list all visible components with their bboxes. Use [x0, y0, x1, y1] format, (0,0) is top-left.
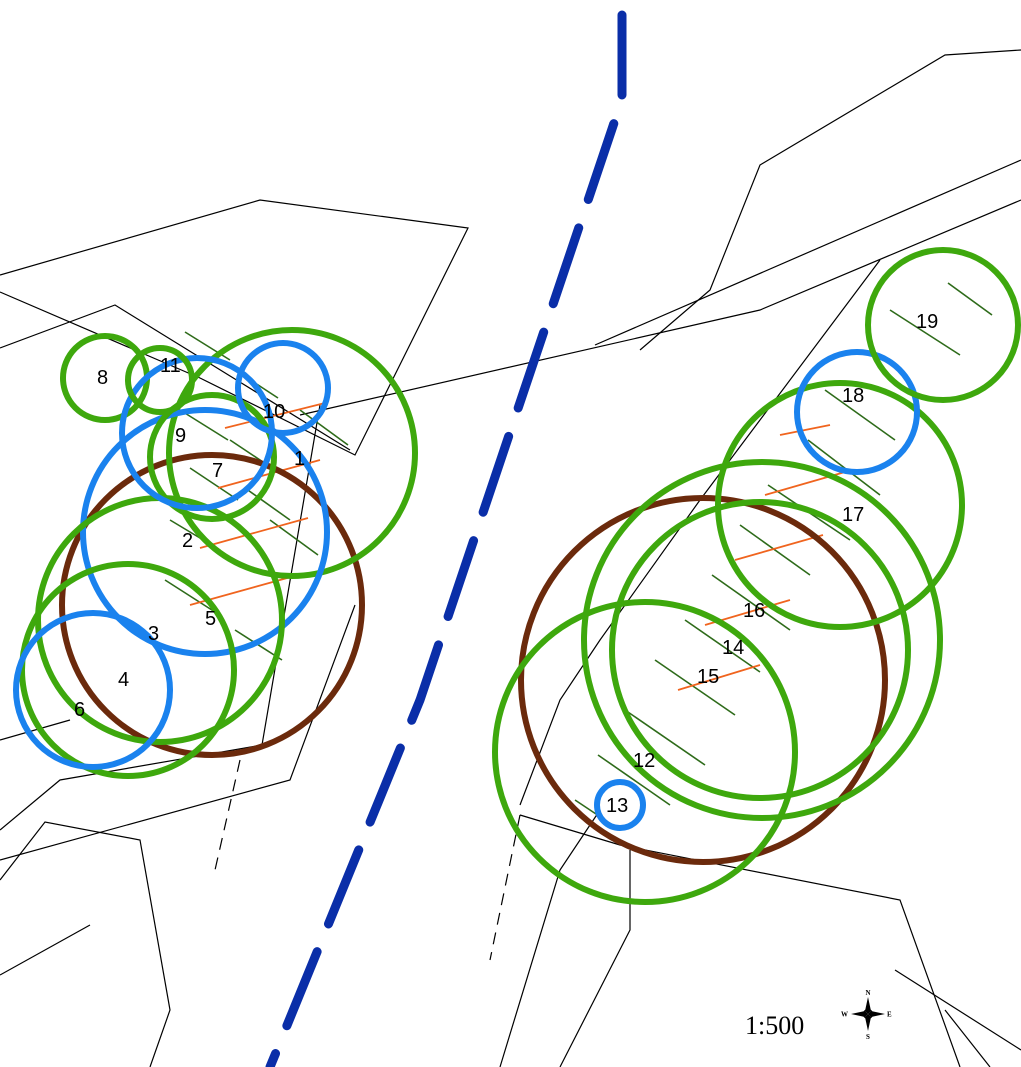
circle-label-6: 6 [74, 699, 85, 721]
canopy-circle-brown-left [59, 452, 365, 758]
scale-label: 1:500 [745, 1011, 804, 1040]
circle-label-19: 19 [916, 311, 938, 333]
circle-label-2: 2 [182, 530, 193, 552]
circle-label-14: 14 [722, 637, 744, 659]
canopy-circle-10 [235, 340, 331, 436]
canopy-circle-brown-right [518, 495, 888, 865]
canopy-circle-6 [13, 610, 173, 770]
circle-label-13: 13 [606, 795, 628, 817]
canopy-circle-11 [125, 345, 195, 415]
canopy-circle-7 [147, 392, 277, 522]
circle-label-1: 1 [294, 448, 305, 470]
canopy-circle-2 [80, 407, 330, 657]
canopy-circle-9 [119, 355, 275, 511]
circle-label-16: 16 [743, 600, 765, 622]
compass-rose-icon: N S E W [841, 989, 892, 1041]
circle-label-9: 9 [175, 425, 186, 447]
circle-label-10: 10 [263, 401, 285, 423]
canopy-circle-1 [166, 327, 418, 579]
canopy-circle-15 [609, 499, 911, 801]
compass-west-label: W [841, 1011, 848, 1019]
road-centerline [265, 10, 627, 1067]
canopy-circle-12 [492, 599, 798, 905]
canopy-circle-4 [19, 561, 237, 779]
canopy-circles [13, 247, 1021, 905]
circle-label-12: 12 [633, 750, 655, 772]
canopy-circle-18 [794, 349, 920, 475]
circle-label-11: 11 [160, 355, 181, 377]
compass-south-label: S [866, 1033, 870, 1041]
parcel-dashed-lines [214, 759, 521, 961]
canopy-circle-13 [594, 779, 646, 831]
circle-label-17: 17 [842, 504, 864, 526]
circle-label-5: 5 [205, 608, 216, 630]
circle-label-3: 3 [148, 623, 159, 645]
canopy-circle-19 [865, 247, 1021, 403]
parcel-lines [0, 49, 1021, 1067]
circle-label-4: 4 [118, 669, 129, 691]
circle-label-15: 15 [697, 666, 719, 688]
circle-label-18: 18 [842, 385, 864, 407]
circle-label-8: 8 [97, 367, 108, 389]
compass-east-label: E [887, 1011, 892, 1019]
canopy-circle-17 [715, 380, 965, 630]
circle-label-7: 7 [212, 460, 223, 482]
canopy-circle-14 [581, 459, 943, 821]
circle-labels: 1 2 3 4 5 6 7 8 9 10 11 12 13 14 15 16 1… [74, 311, 938, 817]
compass-north-label: N [866, 989, 871, 997]
